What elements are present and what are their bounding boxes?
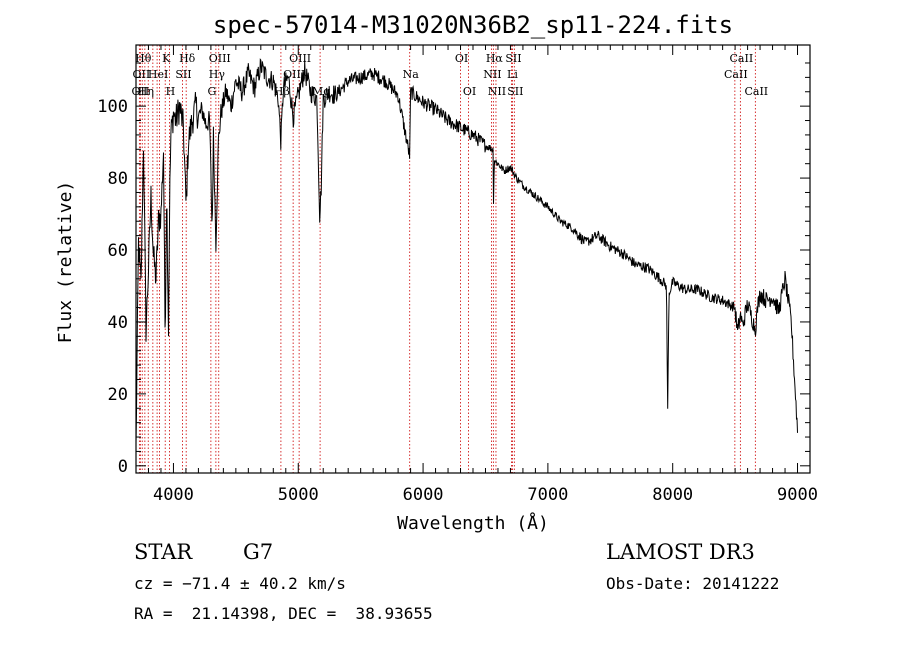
spectral-line-label: G bbox=[207, 85, 216, 98]
spectral-line-label: HeI bbox=[148, 68, 168, 81]
spectral-line-label: CaII bbox=[724, 68, 748, 81]
spectral-line-label: NII bbox=[483, 68, 501, 81]
x-tick-label: 4000 bbox=[153, 485, 194, 505]
series-layer bbox=[135, 58, 798, 443]
spectral-line-label: CaII bbox=[730, 52, 754, 65]
spectral-line-label: SII bbox=[507, 85, 523, 98]
spectral-line-label: NII bbox=[488, 85, 506, 98]
spectral-class: STAR bbox=[134, 540, 193, 564]
survey-name: LAMOST DR3 bbox=[606, 540, 755, 564]
spectral-line-label: OI bbox=[455, 52, 468, 65]
spectral-line-label: K bbox=[162, 52, 171, 65]
y-tick-label: 60 bbox=[108, 241, 128, 261]
spectral-line-label: Hγ bbox=[209, 68, 226, 81]
y-axis-label: Flux (relative) bbox=[55, 181, 76, 344]
spectral-line-label: OIII bbox=[289, 52, 311, 65]
spectral-line-label: Mg bbox=[312, 85, 330, 98]
observation-date: Obs-Date: 20141222 bbox=[606, 574, 780, 593]
spectral-line-label: OII bbox=[133, 68, 151, 81]
axes-layer: 4000 5000 6000 7000 8000 9000 0 20 40 60 80 100 bbox=[97, 44, 818, 505]
plot-frame bbox=[135, 44, 811, 474]
spectral-line-label: Na bbox=[403, 68, 420, 81]
spectral-line-label: Hδ bbox=[179, 52, 196, 65]
spectral-line-label: SII bbox=[175, 68, 191, 81]
spectral-subclass: G7 bbox=[243, 540, 274, 564]
chart-title: spec-57014-M31020N36B2_sp11-224.fits bbox=[213, 11, 733, 39]
y-tick-label: 40 bbox=[108, 313, 128, 333]
x-tick-label: 7000 bbox=[527, 485, 568, 505]
spectrum-line bbox=[135, 58, 798, 443]
spectral-line-label: H bbox=[166, 85, 176, 98]
spectral-line-label: Hβ bbox=[274, 85, 290, 98]
x-tick-label: 6000 bbox=[403, 485, 444, 505]
spectral-line-label: OIII bbox=[209, 52, 231, 65]
spectral-line-label: OI bbox=[463, 85, 476, 98]
y-tick-label: 100 bbox=[97, 97, 128, 117]
spectral-line-label: OII bbox=[132, 85, 150, 98]
spectral-line-label: CaII bbox=[744, 85, 768, 98]
spectral-line-label: Li bbox=[507, 68, 518, 81]
y-tick-label: 0 bbox=[118, 457, 128, 477]
x-tick-label: 5000 bbox=[278, 485, 319, 505]
spectral-line-label: Hα bbox=[486, 52, 504, 65]
x-tick-label: 8000 bbox=[652, 485, 693, 505]
spectral-line-label: SII bbox=[505, 52, 521, 65]
line-labels-layer: OII OII Hθ Hη HeI K H SII Hδ G Hγ OIII Hβ OIII OIII Mg N… bbox=[132, 52, 769, 98]
spectral-line-label: OIII bbox=[283, 68, 305, 81]
x-tick-label: 9000 bbox=[777, 485, 818, 505]
y-tick-label: 80 bbox=[108, 169, 128, 189]
y-tick-label: 20 bbox=[108, 385, 128, 405]
sky-coordinates: RA = 21.14398, DEC = 38.93655 bbox=[134, 604, 433, 623]
spectral-line-label: Hθ bbox=[135, 52, 152, 65]
redshift-velocity: cz = −71.4 ± 40.2 km/s bbox=[134, 574, 346, 593]
spectral-line-label: Hη bbox=[138, 85, 154, 98]
x-axis-label: Wavelength (Å) bbox=[397, 512, 549, 534]
